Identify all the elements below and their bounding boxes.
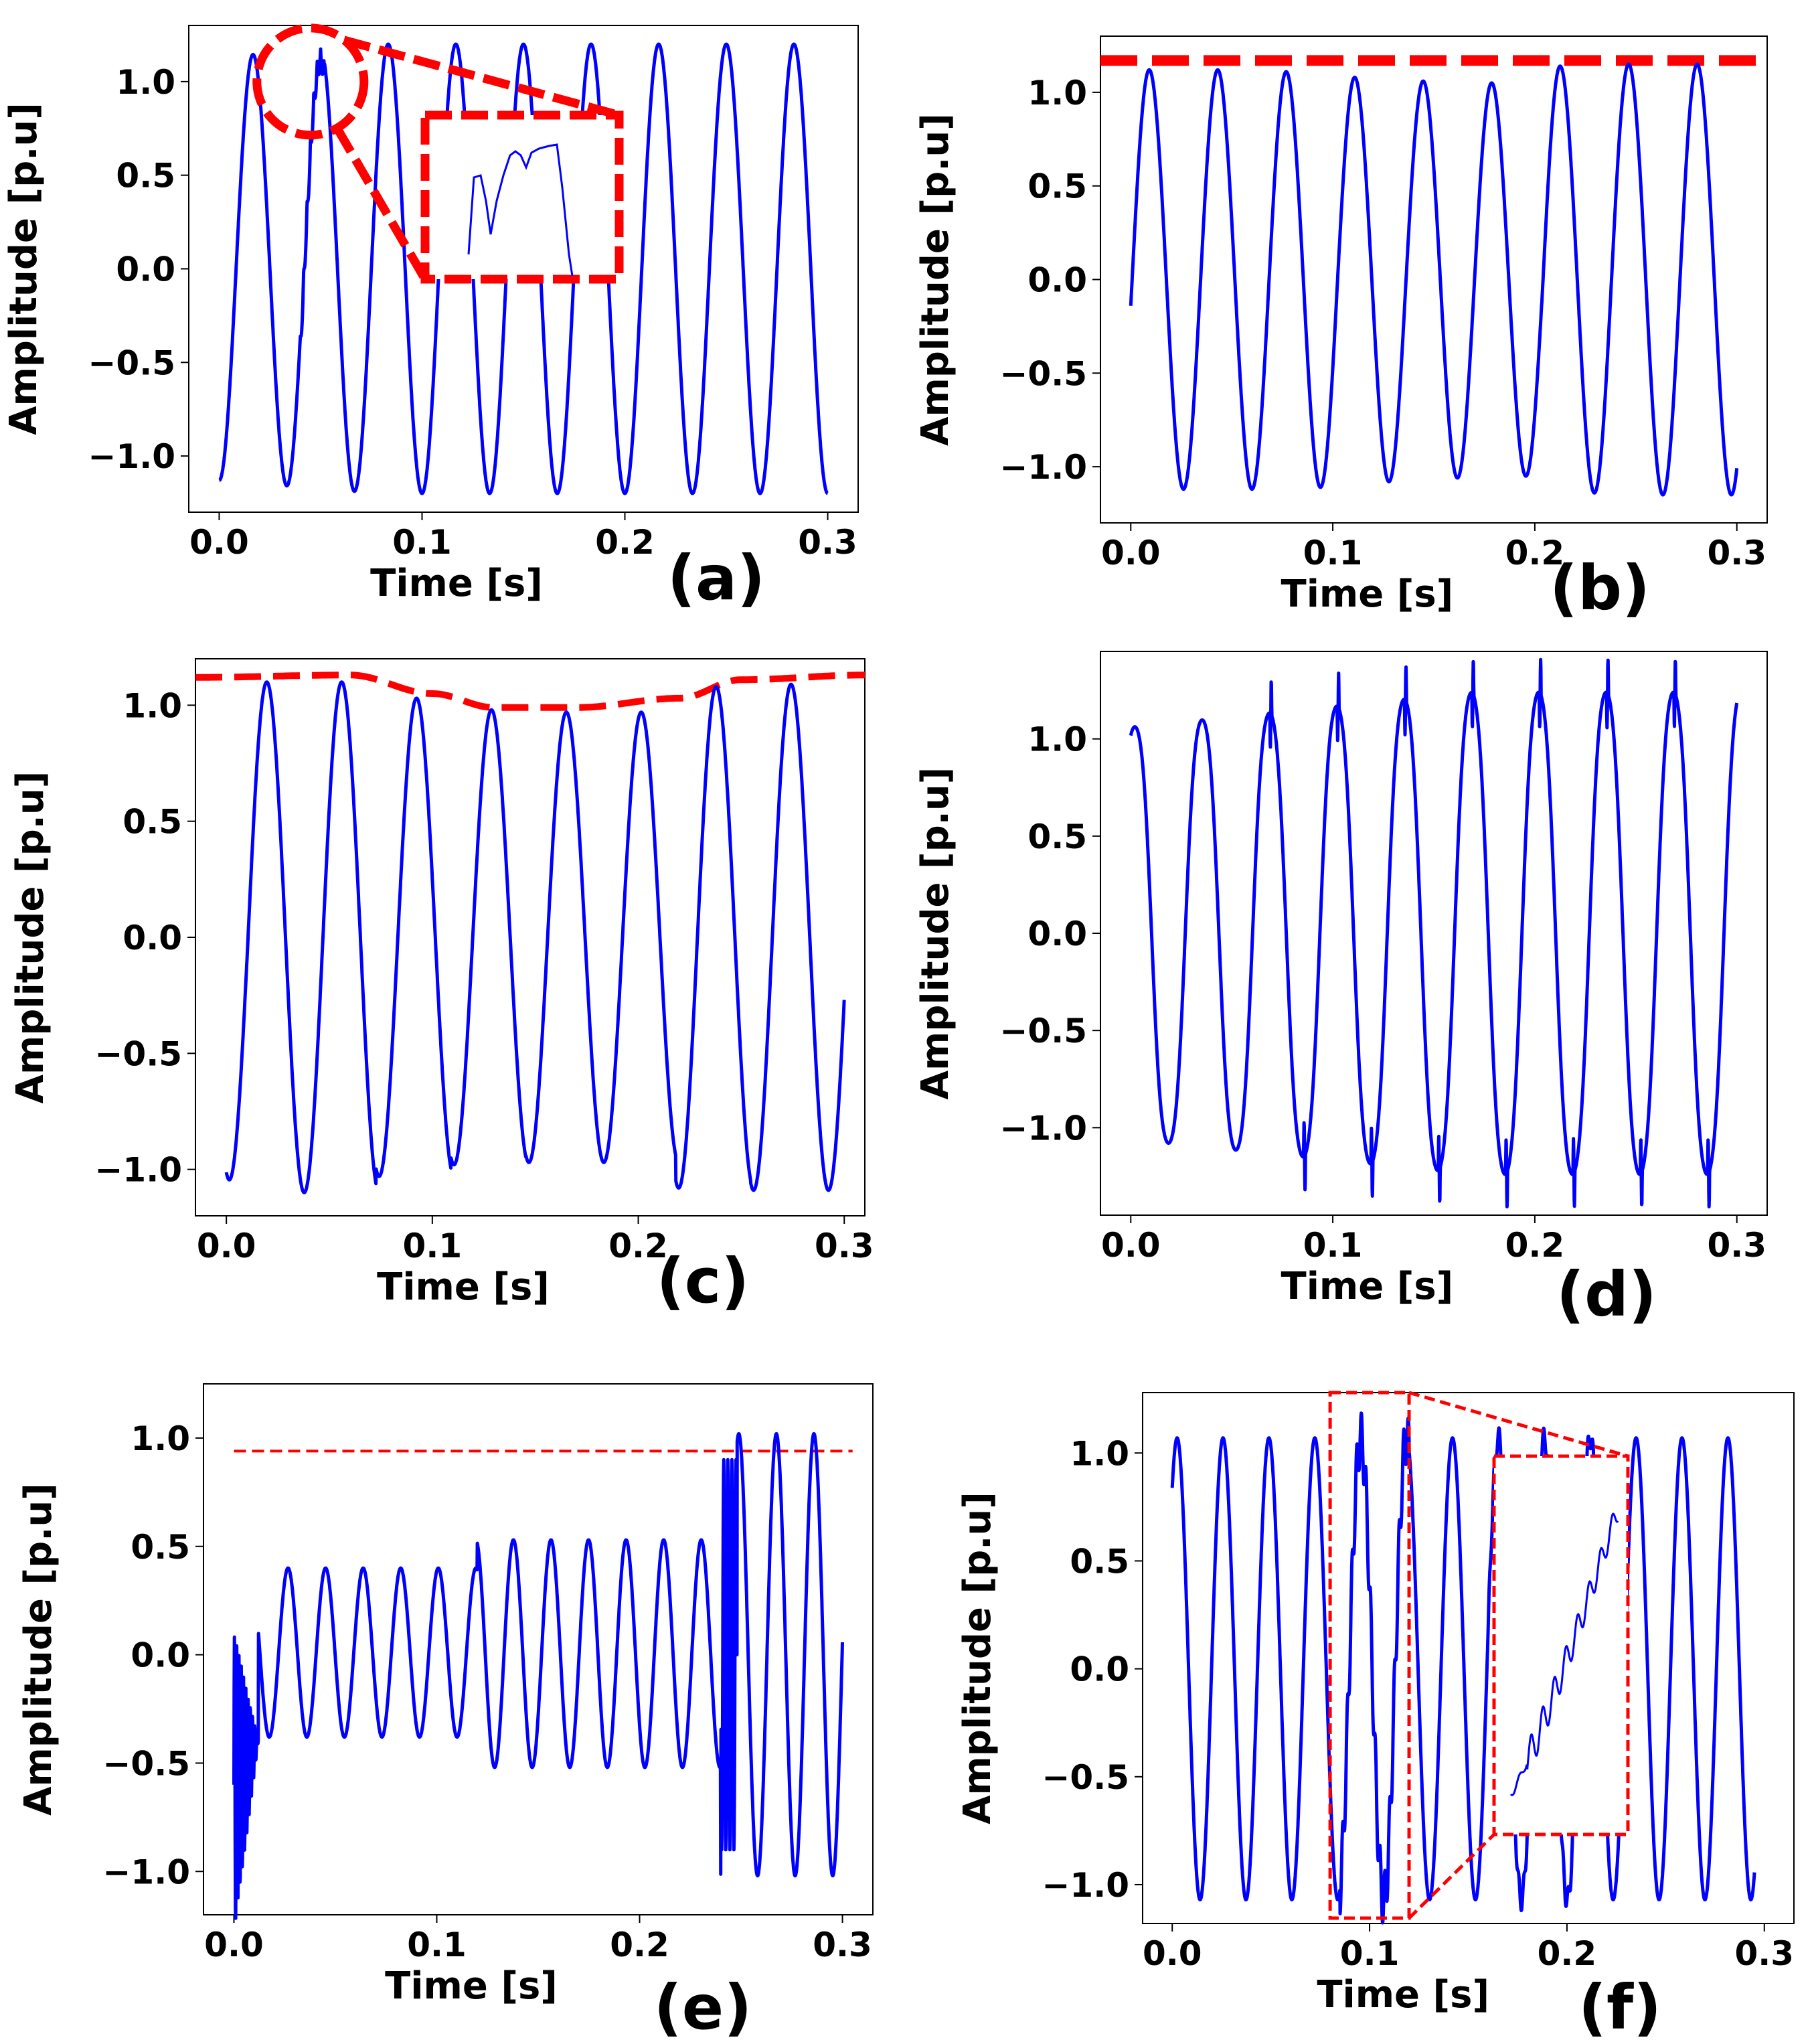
x-tick-label: 0.0 <box>189 523 249 562</box>
y-tick-label: 0.5 <box>122 803 182 842</box>
y-tick-label: −0.5 <box>1000 354 1087 393</box>
x-tick-label: 0.2 <box>610 1925 669 1964</box>
signal-line <box>232 1432 844 1920</box>
y-axis-title: Amplitude [p.u] <box>9 771 52 1104</box>
y-axis-title: Amplitude [p.u] <box>914 113 957 446</box>
y-tick-label: 1.0 <box>131 1419 190 1458</box>
y-tick-label: 0.5 <box>1027 167 1087 206</box>
y-tick-label: 0.5 <box>1070 1542 1129 1581</box>
inset-signal <box>467 143 574 277</box>
y-tick-label: 0.5 <box>1027 817 1087 856</box>
y-axis-title: Amplitude [p.u] <box>956 1492 999 1824</box>
plot-frame <box>203 1383 874 1915</box>
y-tick-label: −1.0 <box>95 1151 182 1190</box>
x-tick-label: 0.2 <box>1505 1226 1565 1265</box>
x-tick-label: 0.0 <box>1101 1226 1161 1265</box>
y-tick-label: 0.0 <box>131 1636 190 1675</box>
x-axis-title: Time [s] <box>1281 1265 1454 1308</box>
x-tick-label: 0.2 <box>595 523 655 562</box>
plot-frame <box>1142 1392 1795 1924</box>
y-tick-label: −1.0 <box>88 437 175 476</box>
y-tick-label: 0.0 <box>116 250 175 289</box>
x-tick-label: 0.1 <box>407 1925 467 1964</box>
zoom-inset-box <box>420 110 624 284</box>
x-tick-label: 0.0 <box>1143 1934 1202 1973</box>
y-tick-label: 0.5 <box>116 157 175 195</box>
y-tick-label: −0.5 <box>103 1744 190 1783</box>
x-tick-label: 0.3 <box>1734 1934 1794 1973</box>
y-tick-label: −1.0 <box>1000 448 1087 487</box>
envelope-line <box>195 672 865 711</box>
x-tick-label: 0.1 <box>392 523 452 562</box>
y-tick-label: −0.5 <box>95 1034 182 1073</box>
panel-label: (d) <box>1556 1259 1657 1330</box>
x-tick-label: 0.1 <box>1340 1934 1400 1973</box>
y-tick-label: −0.5 <box>1042 1758 1129 1797</box>
y-tick-label: 0.0 <box>122 919 182 957</box>
y-axis-title: Amplitude [p.u] <box>17 1483 60 1816</box>
zoom-region-box <box>1328 1391 1411 1920</box>
x-axis-title: Time [s] <box>377 1265 550 1309</box>
y-tick-label: 1.0 <box>1027 720 1087 759</box>
y-tick-label: −1.0 <box>103 1853 190 1891</box>
y-tick-label: −0.5 <box>88 343 175 382</box>
x-tick-label: 0.3 <box>798 523 857 562</box>
panel-d: 0.0 0.1 0.2 0.3 1.0 0.5 0.0 −0.5 −1.0 Time [s] Amp… <box>914 651 1768 1330</box>
x-tick-label: 0.1 <box>403 1227 463 1265</box>
x-tick-label: 0.1 <box>1303 534 1363 572</box>
x-tick-label: 0.3 <box>815 1227 874 1265</box>
panel-a: 0.0 0.1 0.2 0.3 1.0 0.5 0.0 −0.5 −1.0 Time [s] Amp… <box>2 23 859 614</box>
y-tick-label: −1.0 <box>1042 1866 1129 1905</box>
signal-line <box>224 680 846 1194</box>
x-tick-label: 0.1 <box>1303 1226 1363 1265</box>
panel-label: (a) <box>667 542 765 614</box>
panel-b: 0.0 0.1 0.2 0.3 1.0 0.5 0.0 −0.5 −1.0 Time [s] Amp… <box>914 35 1768 624</box>
panel-f: 0.0 0.1 0.2 0.3 1.0 0.5 0.0 −0.5 −1.0 Time [s] Amp… <box>956 1391 1795 2043</box>
panel-e: 0.0 0.1 0.2 0.3 1.0 0.5 0.0 −0.5 −1.0 Time [s] Amp… <box>17 1383 874 2043</box>
panel-label: (b) <box>1550 552 1650 624</box>
signal-line <box>1129 62 1739 497</box>
x-tick-label: 0.2 <box>1538 1934 1597 1973</box>
x-tick-label: 0.3 <box>813 1925 872 1964</box>
x-tick-label: 0.0 <box>197 1227 256 1265</box>
panel-label: (f) <box>1578 1972 1661 2043</box>
x-axis-title: Time [s] <box>385 1964 558 2008</box>
x-tick-label: 0.3 <box>1707 534 1766 572</box>
panel-label: (c) <box>657 1245 750 1317</box>
signal-line <box>1170 1411 1756 1925</box>
panel-label: (e) <box>654 1972 752 2043</box>
zoom-connector <box>343 35 621 120</box>
y-tick-label: −1.0 <box>1000 1109 1087 1148</box>
zoom-connector <box>1408 1833 1495 1919</box>
signal-line <box>1129 657 1739 1208</box>
y-axis-title: Amplitude [p.u] <box>914 767 957 1100</box>
y-tick-label: 0.0 <box>1070 1650 1129 1689</box>
zoom-inset-box <box>1492 1454 1630 1836</box>
y-tick-label: 0.0 <box>1027 915 1087 953</box>
x-tick-label: 0.3 <box>1707 1226 1766 1265</box>
y-tick-label: 1.0 <box>1070 1434 1129 1473</box>
inset-signal <box>1509 1512 1619 1796</box>
zoom-circle <box>252 23 369 140</box>
y-axis-title: Amplitude [p.u] <box>2 102 46 435</box>
x-tick-label: 0.2 <box>608 1227 668 1265</box>
y-tick-label: 1.0 <box>116 63 175 102</box>
x-axis-title: Time [s] <box>1317 1973 1489 2017</box>
y-tick-label: 0.0 <box>1027 261 1087 300</box>
x-tick-label: 0.0 <box>1101 534 1161 572</box>
x-tick-label: 0.2 <box>1505 534 1565 572</box>
x-axis-title: Time [s] <box>370 562 543 605</box>
signal-line <box>218 42 829 495</box>
panel-c: 0.0 0.1 0.2 0.3 1.0 0.5 0.0 −0.5 −1.0 Time [s] Amp… <box>9 658 874 1317</box>
y-tick-label: 0.5 <box>131 1528 190 1567</box>
zoom-connector <box>333 126 429 282</box>
y-tick-label: 1.0 <box>122 686 182 725</box>
zoom-connector <box>1408 1391 1629 1458</box>
x-axis-title: Time [s] <box>1281 572 1454 616</box>
x-tick-label: 0.0 <box>204 1925 264 1964</box>
y-tick-label: −0.5 <box>1000 1012 1087 1050</box>
y-tick-label: 1.0 <box>1027 74 1087 112</box>
